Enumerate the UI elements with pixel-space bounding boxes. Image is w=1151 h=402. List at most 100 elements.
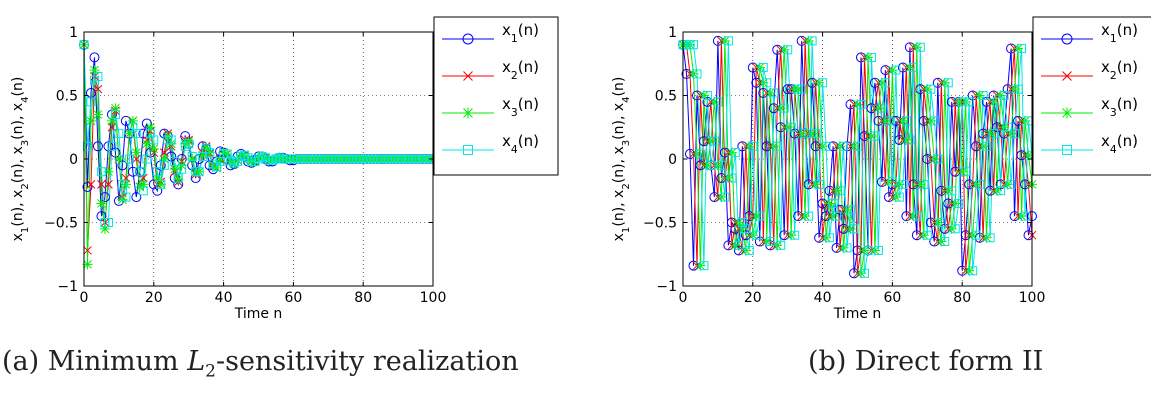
data-point-star	[908, 211, 919, 222]
data-point-square	[208, 159, 218, 169]
data-point-star	[971, 179, 982, 190]
legend-label: x2(n)	[502, 58, 539, 82]
y-tick-label: 1	[69, 25, 78, 41]
data-point-star	[274, 152, 285, 163]
data-point-star	[824, 198, 835, 209]
data-point-star	[691, 148, 702, 159]
data-point-star	[1013, 43, 1024, 54]
data-point-star	[831, 185, 842, 196]
data-point-star	[723, 173, 734, 184]
data-point-square	[82, 141, 92, 151]
data-point-star	[218, 147, 229, 158]
data-point-star	[943, 185, 954, 196]
data-point-x	[97, 180, 106, 189]
data-point-square	[699, 261, 709, 271]
data-point-square	[727, 173, 737, 183]
data-point-square	[776, 240, 786, 250]
data-point-square	[205, 148, 215, 158]
data-point-square	[887, 177, 897, 187]
x-tick-label: 60	[883, 290, 901, 306]
data-point-square	[103, 218, 113, 227]
data-point-star	[821, 232, 832, 243]
data-point-star	[873, 103, 884, 114]
data-point-circle	[96, 211, 107, 222]
data-point-square	[873, 245, 883, 255]
data-point-star	[82, 259, 93, 270]
x-axis-label: Time n	[234, 306, 283, 322]
legend-label: x3(n)	[502, 95, 539, 119]
data-point-square	[877, 103, 887, 113]
data-point-star	[256, 151, 267, 162]
data-point-square	[961, 167, 971, 177]
data-point-star	[932, 217, 943, 228]
data-point-square	[152, 167, 162, 177]
data-point-square	[926, 84, 936, 94]
data-point-star	[855, 268, 866, 279]
legend-item-2: x2(n)	[442, 58, 539, 82]
data-point-square	[692, 69, 702, 79]
data-point-square	[818, 78, 828, 88]
data-point-star	[838, 242, 849, 253]
data-point-star	[800, 211, 811, 222]
data-point-star	[849, 141, 860, 152]
data-point-star	[120, 179, 131, 190]
data-point-square	[720, 192, 730, 202]
data-point-star	[957, 166, 968, 177]
data-point-star	[754, 62, 765, 73]
data-point-square	[853, 141, 862, 151]
data-point-star	[807, 128, 818, 139]
data-point-square	[184, 139, 194, 149]
data-point-star	[1061, 107, 1073, 119]
data-point-star	[709, 96, 720, 107]
legend-item-1: x1(n)	[442, 21, 539, 45]
data-point-star	[99, 223, 110, 234]
data-point-square	[709, 136, 719, 146]
data-point-star	[85, 115, 96, 126]
data-point-square	[954, 198, 964, 208]
data-point-star	[901, 134, 912, 145]
data-point-star	[124, 128, 135, 139]
data-point-square	[145, 129, 155, 139]
data-point-square	[866, 52, 876, 62]
data-point-square	[730, 148, 740, 158]
data-point-star	[765, 87, 776, 98]
data-point-star	[897, 115, 908, 126]
x-tick-label: 100	[1019, 290, 1046, 306]
data-point-square	[992, 97, 1002, 107]
data-point-square	[856, 99, 866, 109]
data-point-star	[127, 115, 138, 126]
data-point-star	[953, 96, 964, 107]
y-tick-label: −0.5	[44, 216, 78, 232]
data-point-square	[142, 154, 152, 164]
data-point-star	[208, 160, 219, 171]
data-point-star	[817, 141, 828, 152]
data-point-square	[835, 186, 845, 196]
data-point-x	[1062, 71, 1072, 81]
data-point-square	[846, 205, 856, 215]
data-point-square	[950, 224, 960, 234]
caption-b: (b) Direct form II	[808, 346, 1044, 377]
data-point-square	[811, 129, 821, 139]
data-point-square	[229, 158, 239, 168]
legend-box	[1032, 16, 1151, 176]
data-point-square	[107, 141, 117, 151]
data-point-square	[772, 141, 782, 151]
data-point-square	[797, 84, 807, 94]
data-point-square	[702, 91, 712, 100]
data-point-star	[803, 35, 814, 46]
data-point-circle	[92, 141, 103, 152]
data-point-star	[922, 84, 933, 95]
data-point-square	[1006, 179, 1016, 189]
data-point-star	[887, 65, 898, 76]
x-tick-label: 40	[814, 290, 832, 306]
data-point-star	[719, 35, 730, 46]
data-point-star	[148, 143, 159, 154]
legend-item-4: x4(n)	[1041, 132, 1138, 156]
data-point-star	[845, 223, 856, 234]
data-point-square	[933, 154, 943, 164]
data-point-square	[744, 245, 754, 255]
data-point-x	[93, 84, 103, 94]
data-point-square	[779, 103, 789, 113]
data-point-square	[908, 63, 918, 73]
data-point-square	[173, 173, 183, 183]
